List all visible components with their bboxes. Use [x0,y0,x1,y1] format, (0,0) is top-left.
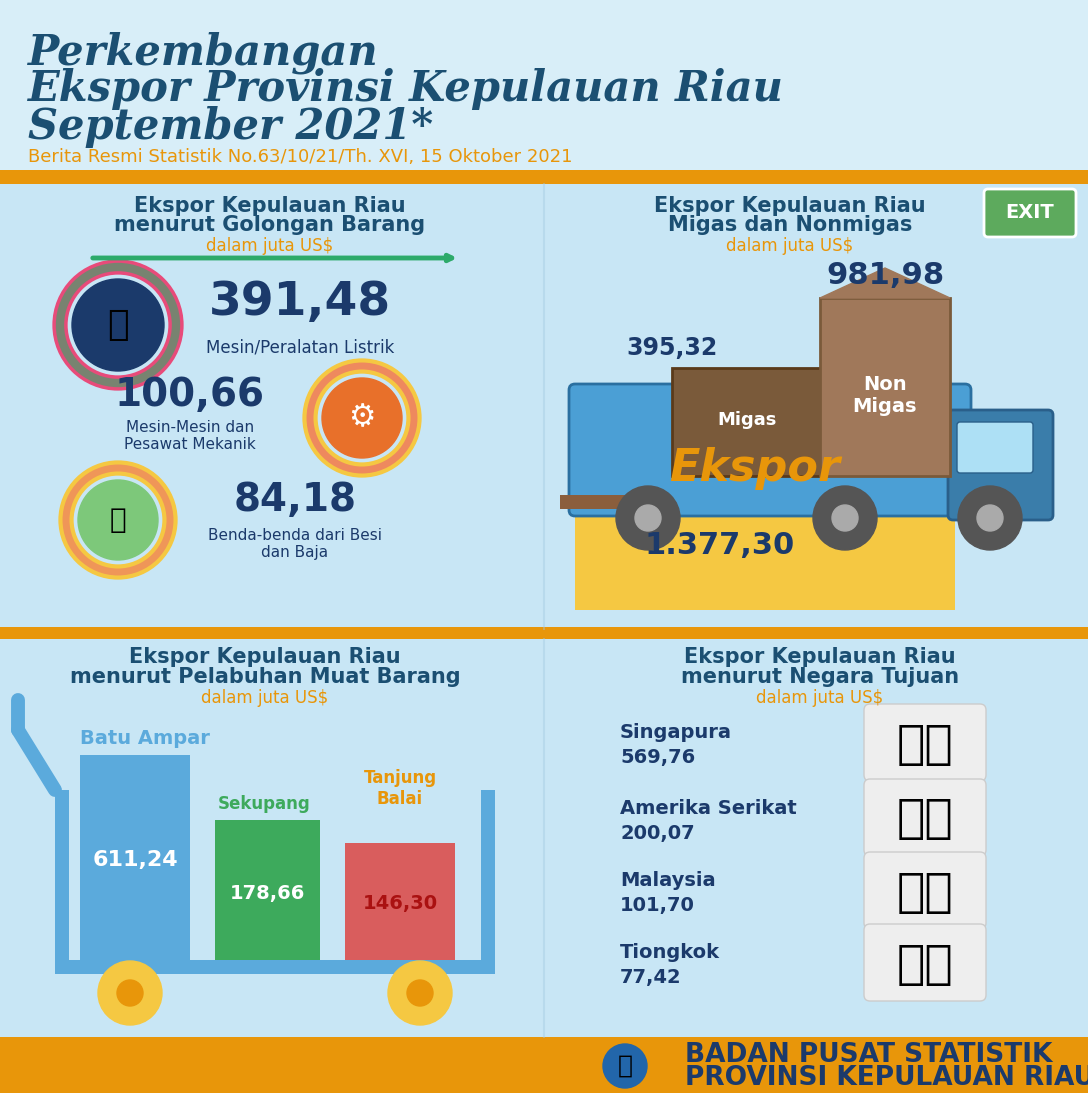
Text: 1.377,30: 1.377,30 [645,530,795,560]
Text: 101,70: 101,70 [620,896,695,916]
Text: Mesin-Mesin dan
Pesawat Mekanik: Mesin-Mesin dan Pesawat Mekanik [124,420,256,453]
Bar [81,755,190,960]
Text: Ekspor Kepulauan Riau: Ekspor Kepulauan Riau [684,647,956,667]
Bar [481,790,495,974]
Circle shape [977,505,1003,531]
Text: September 2021*: September 2021* [28,106,433,148]
Text: menurut Golongan Barang: menurut Golongan Barang [114,215,425,235]
Bar [0,627,1088,639]
Text: Berita Resmi Statistik No.63/10/21/Th. XVI, 15 Oktober 2021: Berita Resmi Statistik No.63/10/21/Th. X… [28,148,572,166]
Text: 🇨🇳: 🇨🇳 [897,942,953,987]
Text: Migas: Migas [717,411,777,428]
Circle shape [72,279,164,371]
Circle shape [616,486,680,550]
Text: Mesin/Peralatan Listrik: Mesin/Peralatan Listrik [206,338,394,356]
Text: Sekupang: Sekupang [218,795,311,813]
Text: dalam juta US$: dalam juta US$ [207,237,334,255]
Circle shape [78,480,158,560]
Text: PROVINSI KEPULAUAN RIAU: PROVINSI KEPULAUAN RIAU [685,1065,1088,1091]
Text: 🇲🇾: 🇲🇾 [897,870,953,916]
Bar [560,495,630,509]
Text: Tiongkok: Tiongkok [620,943,720,963]
FancyBboxPatch shape [864,704,986,781]
Bar [0,171,1088,184]
Text: EXIT: EXIT [1005,203,1054,223]
Text: dalam juta US$: dalam juta US$ [727,237,854,255]
Text: Benda-benda dari Besi
dan Baja: Benda-benda dari Besi dan Baja [208,528,382,561]
FancyBboxPatch shape [864,924,986,1001]
Bar [0,639,1088,1037]
FancyBboxPatch shape [948,410,1053,520]
Text: 391,48: 391,48 [209,280,391,325]
Bar [672,368,823,475]
Text: 100,66: 100,66 [115,376,265,414]
Text: 981,98: 981,98 [826,261,944,290]
FancyBboxPatch shape [569,384,970,516]
Text: 🇸🇬: 🇸🇬 [897,722,953,767]
Text: menurut Negara Tujuan: menurut Negara Tujuan [681,667,959,687]
Text: Ekspor: Ekspor [669,447,841,490]
Text: menurut Pelabuhan Muat Barang: menurut Pelabuhan Muat Barang [70,667,460,687]
Text: 395,32: 395,32 [627,336,718,360]
Text: dalam juta US$: dalam juta US$ [201,689,329,707]
Text: 200,07: 200,07 [620,823,694,843]
Text: Ekspor Kepulauan Riau: Ekspor Kepulauan Riau [654,196,926,216]
Bar [215,820,320,960]
Text: Singapura: Singapura [620,724,732,742]
Text: 📊: 📊 [618,1054,632,1078]
Text: Tanjung
Balai: Tanjung Balai [363,769,436,808]
Circle shape [118,980,143,1006]
Circle shape [603,1044,647,1088]
Text: Batu Ampar: Batu Ampar [81,729,210,748]
Text: 178,66: 178,66 [230,883,305,903]
Circle shape [813,486,877,550]
Bar [345,843,455,960]
Circle shape [388,961,452,1025]
Text: Ekspor Kepulauan Riau: Ekspor Kepulauan Riau [134,196,406,216]
Text: 611,24: 611,24 [92,850,177,870]
Circle shape [832,505,858,531]
Text: Ekspor Kepulauan Riau: Ekspor Kepulauan Riau [129,647,400,667]
Text: Non
Migas: Non Migas [853,375,917,415]
FancyBboxPatch shape [864,779,986,856]
Bar [574,500,955,610]
Text: 146,30: 146,30 [362,893,437,913]
Circle shape [959,486,1022,550]
Text: dalam juta US$: dalam juta US$ [756,689,883,707]
FancyBboxPatch shape [984,189,1076,237]
Circle shape [98,961,162,1025]
Bar [820,298,950,475]
Text: 💡: 💡 [108,308,128,342]
Text: BADAN PUSAT STATISTIK: BADAN PUSAT STATISTIK [685,1042,1052,1068]
Polygon shape [820,268,950,298]
Text: 77,42: 77,42 [620,968,681,987]
Text: Amerika Serikat: Amerika Serikat [620,799,796,818]
FancyBboxPatch shape [864,853,986,929]
FancyBboxPatch shape [957,422,1033,473]
Circle shape [322,378,401,458]
Text: Ekspor Provinsi Kepulauan Riau: Ekspor Provinsi Kepulauan Riau [28,68,783,110]
Text: 🔩: 🔩 [110,506,126,534]
Bar [55,790,69,974]
Bar [55,960,495,974]
Text: 🇺🇸: 🇺🇸 [897,798,953,843]
Bar [0,184,1088,628]
Text: 569,76: 569,76 [620,749,695,767]
Circle shape [407,980,433,1006]
Bar [0,0,1088,175]
Text: Perkembangan: Perkembangan [28,32,379,74]
Text: ⚙: ⚙ [348,403,375,433]
Text: 84,18: 84,18 [234,481,357,519]
Bar [0,1037,1088,1093]
Text: Migas dan Nonmigas: Migas dan Nonmigas [668,215,912,235]
Circle shape [635,505,662,531]
Bar [345,843,455,960]
Text: Malaysia: Malaysia [620,871,716,891]
